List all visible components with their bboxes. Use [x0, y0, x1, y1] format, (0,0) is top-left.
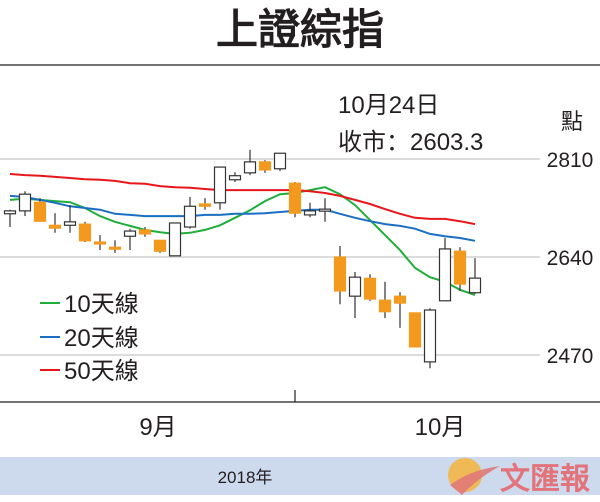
- candle-body: [363, 277, 377, 300]
- candle-body: [198, 203, 212, 207]
- annotation-close: 收市：2603.3: [338, 129, 483, 156]
- candle-body: [138, 229, 152, 235]
- candle: [123, 228, 137, 251]
- candle: [258, 160, 272, 173]
- candle-body: [123, 230, 137, 237]
- candle-body: [303, 210, 317, 216]
- footer-year: 2018年: [218, 468, 273, 487]
- candle-body: [3, 210, 17, 215]
- candle-body: [168, 222, 182, 257]
- candle: [468, 258, 482, 294]
- candle: [423, 308, 437, 369]
- logo-text: 文匯報: [500, 462, 591, 497]
- candle: [288, 182, 302, 218]
- candle: [153, 239, 167, 253]
- candle: [33, 198, 47, 222]
- candle: [18, 191, 32, 217]
- candle: [48, 213, 62, 233]
- x-tick-label: 9月: [139, 414, 176, 441]
- legend-label: 20天線: [64, 325, 139, 352]
- candle-body: [333, 256, 347, 292]
- legend-label: 10天線: [64, 291, 139, 318]
- candle: [138, 227, 152, 237]
- candle-body: [228, 175, 242, 181]
- candle: [183, 197, 197, 229]
- wenweipo-logo: 文匯報: [448, 458, 591, 497]
- candle-body: [183, 205, 197, 228]
- candle-body: [93, 241, 107, 245]
- candle: [168, 222, 182, 257]
- logo-flame-icon: [450, 466, 500, 495]
- candle: [63, 205, 77, 233]
- candle-body: [423, 309, 437, 363]
- candle-body: [243, 161, 257, 174]
- candle: [198, 198, 212, 210]
- footer-band: [0, 457, 600, 495]
- candle: [438, 237, 452, 302]
- candle: [108, 240, 122, 253]
- candle-body: [213, 166, 227, 204]
- candle-body: [438, 248, 452, 302]
- candle-body: [78, 223, 92, 242]
- candle-body: [318, 208, 332, 212]
- candle: [228, 172, 242, 183]
- candle: [243, 149, 257, 176]
- candle-body: [378, 299, 392, 313]
- candle: [93, 235, 107, 251]
- candle-body: [258, 161, 272, 171]
- y-tick-label: 2470: [547, 345, 594, 368]
- candle-body: [348, 276, 362, 297]
- candle-body: [273, 152, 287, 170]
- candle: [273, 152, 287, 172]
- candle-body: [18, 193, 32, 212]
- y-axis-unit: 點: [561, 109, 583, 134]
- ma50-line: [9, 173, 476, 226]
- candle-body: [468, 277, 482, 294]
- candle: [363, 274, 377, 301]
- candle-body: [288, 182, 302, 214]
- candle: [78, 221, 92, 242]
- candle-body: [33, 201, 47, 222]
- candle-body: [48, 224, 62, 229]
- candle: [348, 271, 362, 319]
- candle-body: [393, 295, 407, 304]
- ma20-line: [9, 194, 476, 242]
- candle: [393, 292, 407, 328]
- candle-body: [453, 250, 467, 285]
- candle: [3, 209, 17, 228]
- candle: [303, 202, 317, 218]
- candle: [213, 166, 227, 210]
- x-tick-label: 10月: [415, 414, 466, 441]
- candle-body: [63, 221, 77, 226]
- candle: [378, 281, 392, 319]
- candle-body: [153, 239, 167, 252]
- candle: [333, 246, 347, 305]
- candle: [408, 312, 422, 348]
- annotation-date: 10月24日: [338, 92, 439, 119]
- candle: [318, 198, 332, 222]
- candle: [453, 247, 467, 291]
- legend-label: 50天線: [64, 358, 139, 385]
- y-tick-label: 2810: [547, 149, 594, 172]
- chart-title: 上證綜指: [216, 6, 384, 53]
- candle-body: [108, 246, 122, 250]
- candle-body: [408, 312, 422, 348]
- y-tick-label: 2640: [547, 247, 594, 270]
